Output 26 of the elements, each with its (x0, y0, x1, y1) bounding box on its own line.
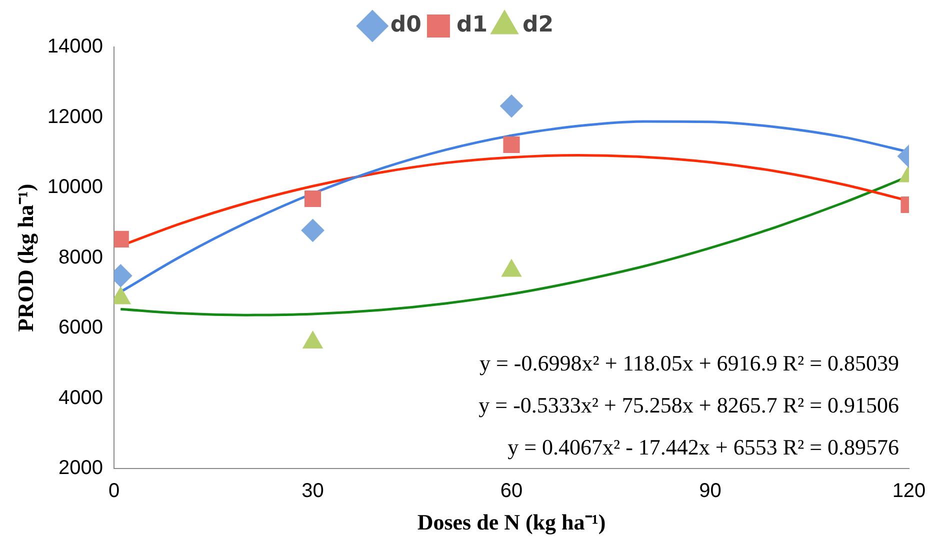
point (302, 330, 323, 348)
annotation: y = -0.6998x² + 118.05x + 6916.9 R² = 0.85039 (479, 350, 899, 376)
x-tick-label: 30 (302, 480, 324, 502)
y-tick-label: 2000 (58, 457, 104, 480)
x-tick-label: 0 (108, 480, 120, 502)
annotation: y = -0.5333x² + 75.258x + 8265.7 R² = 0.91506 (478, 392, 899, 418)
y-tick-label: 12000 (47, 106, 104, 128)
x-tick-label: 120 (892, 480, 926, 502)
legend-label: d0 (390, 12, 422, 38)
y-tick-label: 8000 (58, 246, 104, 268)
legend-label: d1 (456, 12, 488, 38)
legend-label: d2 (522, 12, 554, 38)
x-tick-label: 60 (500, 480, 523, 502)
point (304, 190, 322, 208)
y-tick-label: 10000 (47, 176, 104, 198)
point (114, 230, 129, 248)
y-axis-title: PROD (kg ha⁻¹) (12, 184, 38, 332)
x-tick-label: 90 (699, 480, 722, 502)
point (301, 218, 324, 242)
point (501, 259, 522, 277)
annotation: y = 0.4067x² - 17.442x + 6553 R² = 0.89576 (508, 434, 899, 460)
y-tick-label: 4000 (58, 386, 104, 409)
point (503, 136, 520, 153)
y-tick-label: 14000 (47, 36, 104, 58)
x-axis-title: Doses de N (kg ha⁻¹) (417, 509, 606, 534)
y-tick-label: 6000 (58, 316, 104, 339)
